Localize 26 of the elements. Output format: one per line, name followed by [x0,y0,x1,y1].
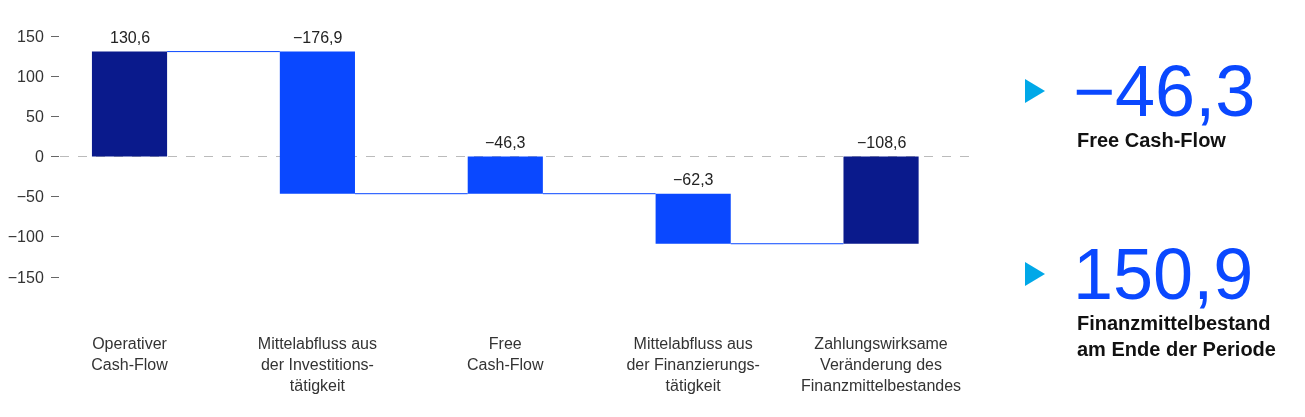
text: 150,9 [1073,234,1255,314]
x-tick-label: Mittelabfluss aus der Finanzierungs- tätigkeit [626,335,760,394]
bar [655,193,731,244]
data-label: −62,3 [673,171,714,188]
bar [279,51,355,194]
bar [91,51,168,157]
y-tick-label: 150 [17,27,44,45]
data-label: −46,3 [485,134,526,151]
y-tick-label: 0 [34,148,44,166]
x-tick-label: Mittelabfluss aus der Investitions- tätigkeit [257,335,377,394]
y-tick-label: 50 [26,107,44,125]
text: −46,3 [1073,51,1257,131]
bar [843,156,919,244]
x-tick-label: Operativer Cash-Flow [91,335,169,373]
text: Finanzmittelbestand am Ende der Periode [1077,311,1277,362]
y-tick-label: −100 [7,228,44,246]
x-tick-label: Zahlungswirksame Veränderung des Finanzmittelbestandes [801,335,962,394]
y-tick-label: −150 [7,268,44,286]
y-tick-label: 100 [17,67,44,85]
data-label: 130,6 [110,29,151,46]
text: Free Cash-Flow [1077,128,1227,153]
x-tick-label: Free Cash-Flow [467,335,544,373]
data-label: −108,6 [857,134,907,151]
bar [467,156,543,194]
data-label: −176,9 [293,29,343,46]
y-tick-label: −50 [16,188,44,206]
